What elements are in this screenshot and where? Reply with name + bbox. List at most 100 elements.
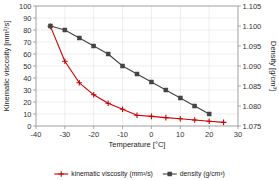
y2-axis-label: Density [g/cm³] <box>269 41 278 91</box>
axes: -40 -30 -20 -10 0 10 20 30 0 10 20 30 40 50 60 70 80 90 10… <box>19 2 261 139</box>
point-marker <box>164 88 168 92</box>
point-marker <box>120 106 126 112</box>
y2-tick <box>238 6 241 7</box>
y-tick-label: 80 <box>23 26 31 35</box>
point-marker <box>92 44 96 48</box>
y-tick <box>33 126 36 127</box>
x-tick <box>180 126 181 129</box>
x-tick-label: -30 <box>59 130 70 139</box>
point-marker <box>48 24 52 28</box>
y2-tick-label: 1.080 <box>243 102 262 111</box>
point-marker <box>77 36 81 40</box>
legend-item: kinematic viscosity (mm²/s) <box>54 170 153 178</box>
y2-tick-label: 1.075 <box>243 122 262 131</box>
y2-tick-label: 1.095 <box>243 42 262 51</box>
data <box>48 24 227 126</box>
y-tick-label: 70 <box>23 38 31 47</box>
point-marker <box>134 112 140 118</box>
point-marker <box>63 28 67 32</box>
y2-tick-label: 1.100 <box>243 22 262 31</box>
y2-tick <box>238 66 241 67</box>
y-tick <box>33 42 36 43</box>
y-tick-label: 90 <box>23 14 31 23</box>
legend-item: density (g/cm³) <box>163 170 225 178</box>
point-marker <box>62 58 68 64</box>
y2-tick <box>238 86 241 87</box>
point-marker <box>178 96 182 100</box>
chart: -40 -30 -20 -10 0 10 20 30 0 10 20 30 40 50 60 70 80 90 10… <box>0 0 279 180</box>
point-marker <box>106 52 110 56</box>
point-marker <box>149 114 155 120</box>
legend-marker <box>58 171 64 177</box>
grid-line <box>36 78 238 79</box>
series <box>48 24 211 116</box>
x-tick <box>238 126 239 129</box>
series-line <box>50 26 209 114</box>
point-marker <box>193 104 197 108</box>
y2-tick <box>238 26 241 27</box>
point-marker <box>163 115 169 121</box>
grid-line <box>36 54 238 55</box>
x-tick <box>209 126 210 129</box>
point-marker <box>48 24 54 30</box>
grid-line <box>36 18 238 19</box>
y-tick <box>33 54 36 55</box>
y-tick <box>33 90 36 91</box>
x-tick-label: 30 <box>234 130 242 139</box>
y-tick <box>33 18 36 19</box>
x-tick-label: 20 <box>205 130 213 139</box>
x-axis-label: Temperature [°C] <box>109 140 166 149</box>
point-marker <box>207 112 211 116</box>
x-tick <box>36 126 37 129</box>
series <box>48 24 227 126</box>
legend: kinematic viscosity (mm²/s) density (g/cm… <box>54 170 225 178</box>
grid-line <box>36 66 238 67</box>
grid-line <box>36 42 238 43</box>
x-tick-label: -10 <box>117 130 128 139</box>
point-marker <box>192 117 198 123</box>
y2-tick-label: 1.105 <box>243 2 262 11</box>
point-marker <box>76 80 82 86</box>
point-marker <box>91 92 97 98</box>
y-tick-label: 10 <box>23 110 31 119</box>
x-tick-label: -20 <box>88 130 99 139</box>
grid-line <box>36 90 238 91</box>
y-tick-label: 0 <box>27 122 31 131</box>
point-marker <box>206 118 212 124</box>
legend-marker <box>168 172 172 176</box>
y-tick <box>33 6 36 7</box>
y-tick-label: 20 <box>23 98 31 107</box>
legend-label: kinematic viscosity (mm²/s) <box>71 170 153 178</box>
y-axis-label: Kinematic viscosity [mm²/s] <box>2 21 11 111</box>
y-tick-label: 100 <box>19 2 32 11</box>
y2-tick <box>238 46 241 47</box>
legend-label: density (g/cm³) <box>180 170 225 178</box>
y2-tick-label: 1.085 <box>243 82 262 91</box>
x-tick <box>151 126 152 129</box>
y2-tick <box>238 106 241 107</box>
y-tick <box>33 102 36 103</box>
x-tick-label: 0 <box>149 130 153 139</box>
y-tick-label: 30 <box>23 86 31 95</box>
point-marker <box>177 116 183 122</box>
point-marker <box>121 64 125 68</box>
x-tick <box>93 126 94 129</box>
point-marker <box>105 100 111 106</box>
y-tick-label: 40 <box>23 74 31 83</box>
y-tick <box>33 66 36 67</box>
y-tick <box>33 30 36 31</box>
point-marker <box>149 80 153 84</box>
y2-tick <box>238 126 241 127</box>
grid-line <box>36 102 238 103</box>
y2-tick-label: 1.090 <box>243 62 262 71</box>
grid <box>36 6 238 126</box>
y-tick-label: 60 <box>23 50 31 59</box>
x-tick-label: -40 <box>31 130 42 139</box>
series-line <box>50 26 223 122</box>
point-marker <box>221 120 227 126</box>
x-tick-label: 10 <box>176 130 184 139</box>
x-tick <box>122 126 123 129</box>
y-tick <box>33 78 36 79</box>
point-marker <box>135 72 139 76</box>
y-tick-label: 50 <box>23 62 31 71</box>
